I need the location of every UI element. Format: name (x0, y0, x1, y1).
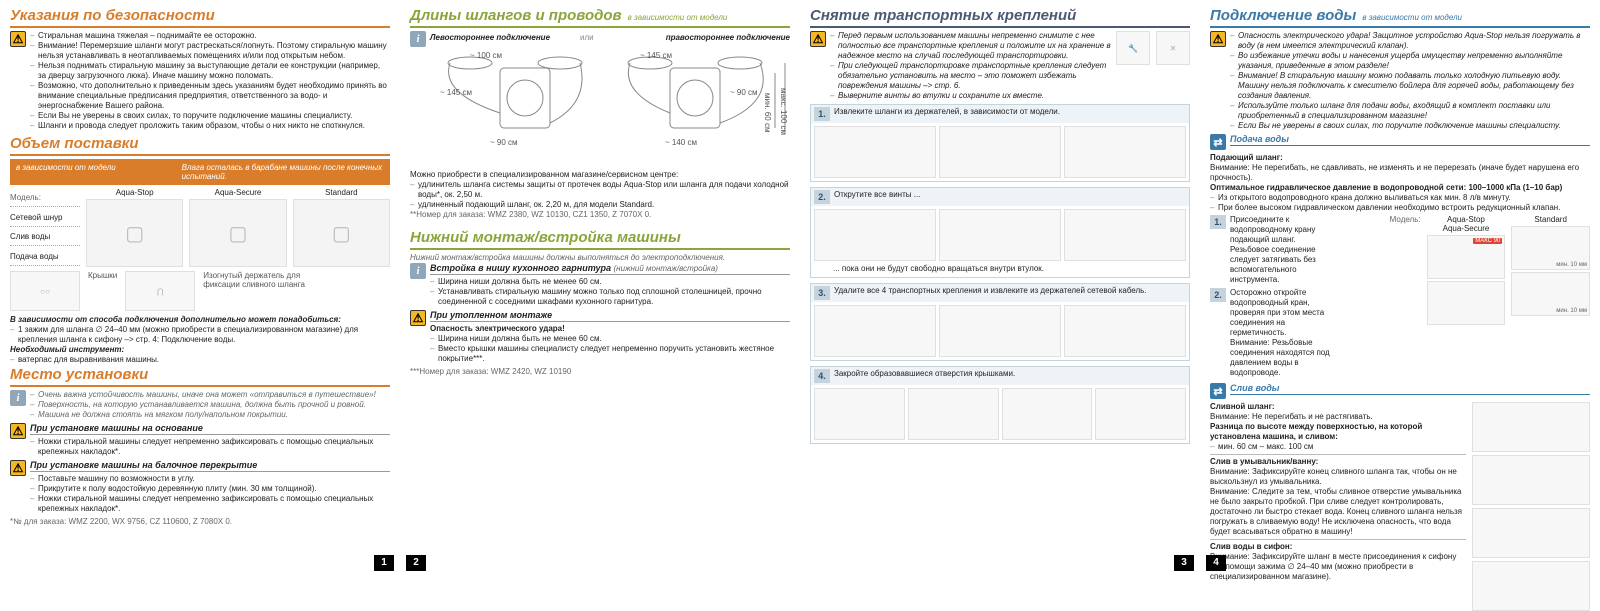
heading-hose: Длины шлангов и проводовв зависимости от… (410, 6, 790, 28)
scope-band: в зависимости от модели Влага осталась в… (10, 159, 390, 185)
warning-icon (10, 423, 26, 439)
page-1: Указания по безопасности Стиральная маши… (0, 0, 400, 575)
page-number: 1 (374, 555, 394, 571)
info-icon: i (410, 263, 426, 279)
heading-water: Подключение водыв зависимости от модели (1210, 6, 1590, 28)
heading-transport: Снятие транспортных креплений (810, 6, 1190, 28)
wrench-icon: 🔧 (1116, 31, 1150, 65)
step-1: 1.Извлеките шланги из держателей, в зави… (810, 104, 1190, 182)
step-2: 2.Открутите все винты ... ... пока они н… (810, 187, 1190, 278)
holder-diagram: ⋂ (125, 271, 195, 311)
model-diagram-aquastop: ▢ (86, 199, 183, 267)
tool-head: Необходимый инструмент: (10, 345, 390, 355)
step-3: 3.Удалите все 4 транспортных крепления и… (810, 283, 1190, 361)
page-4: Подключение водыв зависимости от модели … (1200, 0, 1600, 575)
warning-icon (1210, 31, 1226, 47)
warning-icon (410, 310, 426, 326)
info-icon: i (410, 31, 426, 47)
depend-head: В зависимости от способа подключения доп… (10, 315, 390, 325)
covers-diagram: ○○ (10, 271, 80, 311)
warning-icon (810, 31, 826, 47)
covers-row: ○○ Крышки ⋂ Изогнутый держатель для фикс… (10, 271, 390, 311)
model-row: Модель: Сетевой шнур Слив воды Подача во… (10, 188, 390, 267)
model-table: 1.Присоедините к водопроводному крану по… (1210, 215, 1590, 381)
safety-list: Стиральная машина тяжелая – поднимайте е… (30, 31, 390, 131)
water-supply-icon (1210, 134, 1226, 150)
heading-safety: Указания по безопасности (10, 6, 390, 28)
warning-icon (10, 460, 26, 476)
page-2: Длины шлангов и проводовв зависимости от… (400, 0, 800, 575)
info-icon: i (10, 390, 26, 406)
water-drain-icon (1210, 383, 1226, 399)
model-diagram-aquasecure: ▢ (189, 199, 286, 267)
page-number: 4 (1206, 555, 1226, 571)
page-number: 2 (406, 555, 426, 571)
page-number: 3 (1174, 555, 1194, 571)
heading-place: Место установки (10, 365, 390, 387)
hose-diagram: Левостороннее подключение или правосторо… (430, 33, 790, 163)
heading-scope: Объем поставки (10, 134, 390, 156)
page-3: Снятие транспортных креплений Перед перв… (800, 0, 1200, 575)
tool-icons: 🔧 ✕ (1116, 31, 1190, 65)
drain-diagrams (1472, 402, 1590, 611)
model-diagram-standard: ▢ (293, 199, 390, 267)
step-4: 4.Закройте образовавшиеся отверстия крыш… (810, 366, 1190, 444)
warning-icon (10, 31, 26, 47)
cross-wrench-icon: ✕ (1156, 31, 1190, 65)
heading-under: Нижний монтаж/встройка машины (410, 228, 790, 250)
